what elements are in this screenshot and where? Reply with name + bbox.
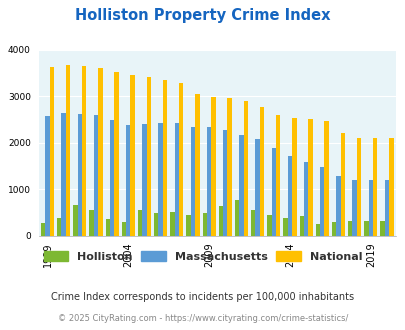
Bar bbox=[146, 78, 151, 236]
Bar bbox=[234, 200, 239, 236]
Bar bbox=[77, 114, 82, 236]
Bar bbox=[388, 138, 392, 236]
Bar bbox=[352, 180, 356, 236]
Bar bbox=[110, 120, 114, 236]
Bar bbox=[41, 223, 45, 236]
Bar bbox=[255, 139, 259, 236]
Bar bbox=[105, 219, 110, 236]
Bar bbox=[154, 213, 158, 236]
Bar bbox=[275, 115, 279, 236]
Bar bbox=[207, 127, 211, 236]
Bar bbox=[259, 107, 264, 236]
Bar bbox=[57, 218, 61, 236]
Bar bbox=[307, 119, 312, 236]
Bar bbox=[82, 66, 86, 236]
Bar bbox=[384, 180, 388, 236]
Bar bbox=[292, 118, 296, 236]
Bar bbox=[319, 167, 324, 236]
Bar bbox=[227, 98, 231, 236]
Bar bbox=[202, 213, 207, 236]
Bar bbox=[211, 97, 215, 236]
Bar bbox=[283, 218, 287, 236]
Bar bbox=[142, 124, 146, 236]
Bar bbox=[299, 216, 303, 236]
Bar bbox=[94, 115, 98, 236]
Text: Holliston Property Crime Index: Holliston Property Crime Index bbox=[75, 8, 330, 23]
Bar bbox=[335, 176, 340, 236]
Bar bbox=[89, 210, 94, 236]
Bar bbox=[347, 220, 352, 236]
Bar bbox=[186, 215, 190, 236]
Bar bbox=[243, 101, 247, 236]
Bar bbox=[266, 215, 271, 236]
Bar bbox=[372, 138, 376, 236]
Bar bbox=[138, 210, 142, 236]
Bar bbox=[356, 138, 360, 236]
Bar bbox=[315, 224, 319, 236]
Bar bbox=[379, 220, 384, 236]
Bar bbox=[66, 65, 70, 236]
Bar bbox=[158, 123, 162, 236]
Bar bbox=[223, 130, 227, 236]
Bar bbox=[324, 121, 328, 236]
Bar bbox=[45, 116, 49, 236]
Text: © 2025 CityRating.com - https://www.cityrating.com/crime-statistics/: © 2025 CityRating.com - https://www.city… bbox=[58, 314, 347, 323]
Bar bbox=[162, 80, 167, 236]
Bar bbox=[218, 206, 223, 236]
Bar bbox=[340, 133, 344, 236]
Bar bbox=[271, 148, 275, 236]
Bar bbox=[122, 221, 126, 236]
Bar bbox=[126, 125, 130, 236]
Bar bbox=[170, 212, 174, 236]
Bar bbox=[287, 156, 292, 236]
Bar bbox=[363, 220, 368, 236]
Bar bbox=[174, 123, 179, 236]
Bar bbox=[114, 72, 118, 236]
Bar bbox=[250, 210, 255, 236]
Bar bbox=[368, 180, 372, 236]
Bar bbox=[331, 221, 335, 236]
Bar bbox=[190, 127, 195, 236]
Bar bbox=[239, 135, 243, 236]
Bar bbox=[61, 113, 66, 236]
Bar bbox=[303, 162, 307, 236]
Bar bbox=[49, 67, 54, 236]
Bar bbox=[179, 83, 183, 236]
Legend: Holliston, Massachusetts, National: Holliston, Massachusetts, National bbox=[39, 247, 366, 267]
Bar bbox=[98, 68, 102, 236]
Bar bbox=[130, 75, 134, 236]
Text: Crime Index corresponds to incidents per 100,000 inhabitants: Crime Index corresponds to incidents per… bbox=[51, 292, 354, 302]
Bar bbox=[195, 94, 199, 236]
Bar bbox=[73, 205, 77, 236]
